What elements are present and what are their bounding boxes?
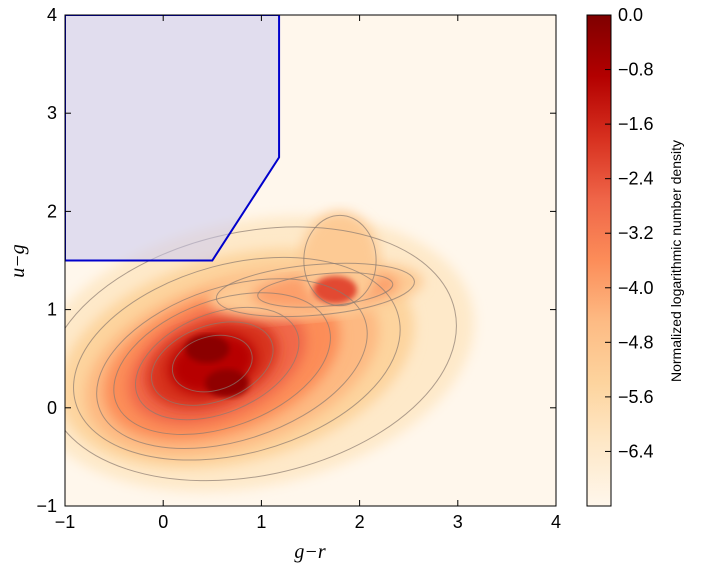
- x-tick-label: 4: [551, 512, 561, 532]
- y-tick-label: 1: [47, 300, 57, 320]
- colorbar-tick-label: −2.4: [618, 169, 654, 189]
- x-tick-label: 0: [158, 512, 168, 532]
- colorbar-tick-label: −4.0: [618, 278, 654, 298]
- x-axis-label: g−r: [294, 541, 325, 563]
- contour-line: [303, 214, 377, 307]
- colorbar-ticks: 0.0 −0.8 −1.6 −2.4 −3.2 −4.0 −4.8 −5.6 −6.4: [605, 5, 654, 461]
- y-tick-label: −1: [36, 496, 57, 516]
- x-tick-label: 1: [256, 512, 266, 532]
- colorbar-tick-label: −1.6: [618, 114, 654, 134]
- contour-line: [215, 262, 415, 318]
- y-axis-label: u−g: [7, 244, 29, 278]
- y-tick-label: 3: [47, 103, 57, 123]
- colorbar-gradient: [586, 14, 612, 507]
- contour-line: [171, 334, 253, 393]
- x-tick-label: 2: [355, 512, 365, 532]
- contour-line: [96, 278, 368, 450]
- plot-frame: [64, 14, 557, 507]
- colorbar-label: Normalized logarithmic number density: [668, 140, 684, 382]
- density-peak: [205, 369, 250, 398]
- colorbar: 0.0 −0.8 −1.6 −2.4 −3.2 −4.0 −4.8 −5.6 −6.4 Norm…: [586, 5, 684, 507]
- colorbar-tick-label: 0.0: [618, 5, 643, 25]
- colorbar-tick-label: −0.8: [618, 60, 654, 80]
- x-tick-label: −1: [55, 512, 76, 532]
- x-tick-label: 3: [453, 512, 463, 532]
- y-tick-label: 0: [47, 398, 57, 418]
- y-tick-label: 4: [47, 5, 57, 25]
- colorbar-tick-label: −6.4: [618, 441, 654, 461]
- colorbar-tick-label: −5.6: [618, 387, 654, 407]
- colorbar-tick-label: −4.8: [618, 332, 654, 352]
- y-tick-label: 2: [47, 201, 57, 221]
- plot-area: [64, 14, 557, 507]
- contour-line: [134, 306, 300, 421]
- y-axis: −1 0 1 2 3 4: [36, 5, 556, 516]
- contour-line: [150, 321, 274, 406]
- selection-region: [65, 15, 281, 262]
- contour-line: [73, 256, 401, 461]
- x-axis: −1 0 1 2 3 4: [55, 15, 561, 532]
- contour-line: [113, 292, 331, 435]
- density-peak: [185, 334, 230, 363]
- colorbar-tick-label: −3.2: [618, 223, 654, 243]
- contour-line: [257, 272, 394, 308]
